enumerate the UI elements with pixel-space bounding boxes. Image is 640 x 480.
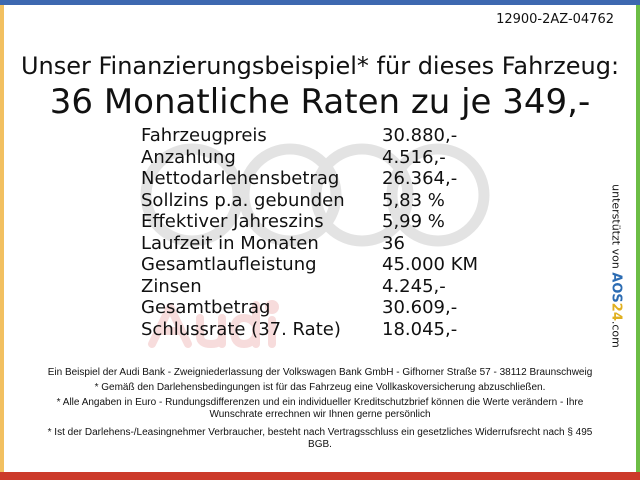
ring-1 xyxy=(140,143,244,247)
financing-label: Fahrzeugpreis xyxy=(141,125,267,146)
left-border xyxy=(0,5,4,473)
footnotes: Ein Beispiel der Audi Bank - Zweignieder… xyxy=(40,367,600,454)
financing-label: Sollzins p.a. gebunden xyxy=(141,189,345,211)
footnote: Ein Beispiel der Audi Bank - Zweignieder… xyxy=(47,367,593,378)
sponsor-suffix: .com xyxy=(609,320,623,348)
financing-value: 4.516,- xyxy=(382,146,446,168)
financing-label: Anzahlung xyxy=(141,146,236,168)
financing-value: 30.880,- xyxy=(382,125,458,146)
financing-row: Gesamtlaufleistung 45.000 KM xyxy=(141,254,478,276)
financing-row: Sollzins p.a. gebunden 5,83 % xyxy=(141,190,478,212)
financing-value: 5,99 % xyxy=(382,211,445,232)
right-border xyxy=(636,5,640,473)
footnote: * Alle Angaben in Euro - Rundungsdiffere… xyxy=(56,397,584,420)
reference-code: 12900-2AZ-04762 xyxy=(496,12,614,27)
financing-label: Schlussrate (37. Rate) xyxy=(141,318,341,340)
sponsor-prefix: unterstützt von xyxy=(609,183,623,269)
ring-2 xyxy=(238,143,342,247)
footnote: * Gemäß den Darlehensbedingungen ist für… xyxy=(94,382,546,393)
financing-label: Zinsen xyxy=(141,275,202,297)
financing-value: 4.245,- xyxy=(382,275,446,297)
financing-label: Laufzeit in Monaten xyxy=(141,232,319,254)
financing-row: Fahrzeugpreis 30.880,- xyxy=(141,125,478,147)
ring-3 xyxy=(310,143,414,247)
financing-value: 30.609,- xyxy=(382,297,458,318)
financing-row: Gesamtbetrag 30.609,- xyxy=(141,297,478,319)
financing-label: Gesamtlaufleistung xyxy=(141,254,317,275)
audi-wordmark-watermark xyxy=(148,300,279,348)
financing-value: 26.364,- xyxy=(382,168,458,189)
financing-value: 5,83 % xyxy=(382,189,445,211)
monthly-rate-line: 36 Monatliche Raten zu je 349,- xyxy=(49,82,591,122)
financing-table: Fahrzeugpreis 30.880,- Anzahlung 4.516,- Net… xyxy=(141,125,478,340)
bottom-border xyxy=(0,472,640,480)
aos-logo-text: AOS xyxy=(608,271,624,303)
financing-label: Gesamtbetrag xyxy=(141,297,271,318)
financing-row: Laufzeit in Monaten 36 xyxy=(141,233,478,255)
financing-label: Effektiver Jahreszins xyxy=(141,211,324,232)
footnote: * Ist der Darlehens-/Leasingnehmer Verbr… xyxy=(47,427,593,450)
financing-value: 18.045,- xyxy=(382,318,458,340)
financing-label: Nettodarlehensbetrag xyxy=(141,168,340,189)
aos-logo-number: 24 xyxy=(608,302,624,321)
ring-4 xyxy=(386,143,490,247)
financing-row: Nettodarlehensbetrag 26.364,- xyxy=(141,168,478,190)
financing-value: 45.000 KM xyxy=(382,254,479,275)
financing-row: Zinsen 4.245,- xyxy=(141,276,478,298)
top-border xyxy=(0,0,640,5)
financing-value: 36 xyxy=(382,232,405,254)
sponsor-credit: unterstützt von AOS24.com xyxy=(606,178,626,353)
headline: Unser Finanzierungsbeispiel* für dieses … xyxy=(20,52,620,80)
financing-row: Schlussrate (37. Rate) 18.045,- xyxy=(141,319,478,341)
financing-row: Effektiver Jahreszins 5,99 % xyxy=(141,211,478,233)
financing-row: Anzahlung 4.516,- xyxy=(141,147,478,169)
